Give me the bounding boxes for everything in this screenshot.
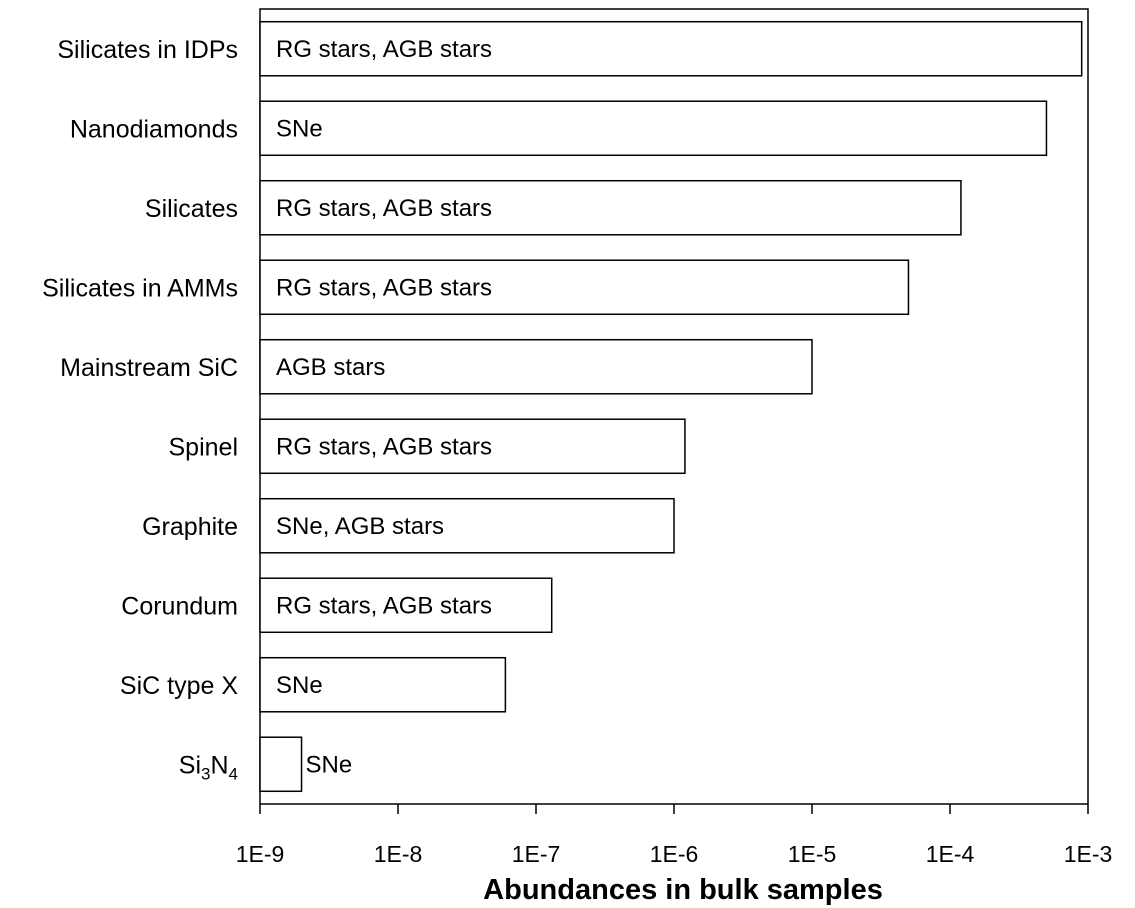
x-tick-label: 1E-6 xyxy=(650,841,699,867)
x-axis-label: Abundances in bulk samples xyxy=(483,874,883,906)
bar-source-label: AGB stars xyxy=(276,354,385,381)
x-tick-label: 1E-3 xyxy=(1064,841,1113,867)
bar-source-label: SNe xyxy=(276,672,323,699)
bar-source-label: RG stars, AGB stars xyxy=(276,36,492,63)
category-label: Silicates xyxy=(145,195,238,223)
bar-source-label: RG stars, AGB stars xyxy=(276,195,492,222)
category-label: Silicates in IDPs xyxy=(57,36,238,64)
x-axis-ticks: 1E-9 1E-8 1E-7 1E-6 1E-5 1E-4 1E-3 xyxy=(236,804,1113,867)
category-label: Si3N4 xyxy=(179,751,238,783)
bar-source-label: SNe, AGB stars xyxy=(276,513,444,540)
x-tick-label: 1E-9 xyxy=(236,841,285,867)
x-tick-label: 1E-8 xyxy=(374,841,423,867)
bar xyxy=(259,100,1048,157)
category-label: Graphite xyxy=(142,513,238,541)
bar xyxy=(259,338,813,395)
bar xyxy=(259,20,1083,77)
bar-source-label: SNe xyxy=(306,751,353,778)
bar xyxy=(259,656,507,713)
bar xyxy=(259,259,910,316)
bar-source-label: RG stars, AGB stars xyxy=(276,592,492,619)
bar xyxy=(259,179,962,236)
category-label: SiC type X xyxy=(120,672,238,700)
x-tick-label: 1E-7 xyxy=(512,841,561,867)
x-tick-label: 1E-4 xyxy=(926,841,975,867)
category-label: Nanodiamonds xyxy=(70,115,238,143)
bar xyxy=(259,736,303,793)
bar-source-label: RG stars, AGB stars xyxy=(276,274,492,301)
category-label: Silicates in AMMs xyxy=(42,274,238,302)
category-label: Spinel xyxy=(169,433,239,461)
bar-source-label: SNe xyxy=(276,115,323,142)
category-labels: Silicates in IDPs Nanodiamonds Silicates Si… xyxy=(42,36,238,784)
category-label: Mainstream SiC xyxy=(60,354,238,382)
bar-source-label: RG stars, AGB stars xyxy=(276,433,492,460)
category-label: Corundum xyxy=(121,592,238,620)
bar xyxy=(259,497,675,554)
bars-group: RG stars, AGB stars SNe RG stars, AGB star… xyxy=(259,20,1083,793)
bar xyxy=(259,418,686,475)
bar xyxy=(259,577,553,634)
x-tick-label: 1E-5 xyxy=(788,841,837,867)
